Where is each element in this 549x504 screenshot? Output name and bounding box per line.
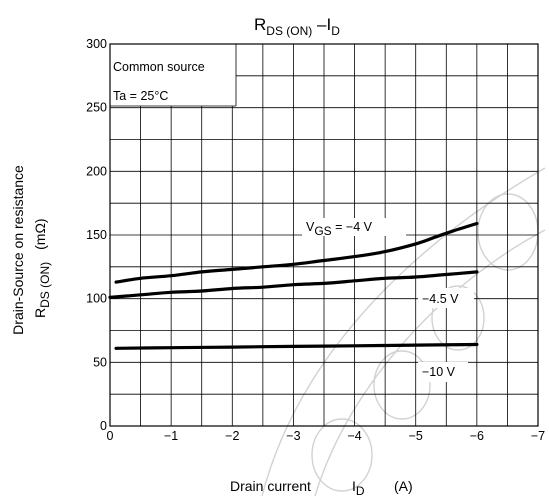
x-axis-ticks: 0 −1 −2 −3 −4 −5 −6 −7 xyxy=(107,429,546,443)
y-tick-label: 250 xyxy=(86,101,107,115)
curve-labels: VGS = −4 V −4.5 V −10 V xyxy=(302,218,474,382)
x-tick-label: −1 xyxy=(164,429,178,443)
chart-title: RDS (ON) –ID xyxy=(254,15,340,38)
x-tick-label: −2 xyxy=(225,429,239,443)
y-axis-ticks: 0 50 100 150 200 250 300 xyxy=(86,37,107,433)
chart-title-sub2: D xyxy=(331,24,340,38)
note-common-source: Common source xyxy=(113,60,205,74)
x-tick-label: −5 xyxy=(409,429,423,443)
note-box: Common source Ta = 25°C xyxy=(110,44,237,107)
label-bg-10v xyxy=(418,362,468,382)
x-tick-label: −3 xyxy=(286,429,300,443)
series-layer xyxy=(108,221,479,350)
y-tick-label: 150 xyxy=(86,228,107,242)
x-axis-label-unit: (A) xyxy=(394,478,413,494)
x-tick-label: −6 xyxy=(470,429,484,443)
y-axis-label-line1: Drain-Source on resistance xyxy=(10,165,26,335)
series-curve-3 xyxy=(114,342,479,350)
curve-label-vgs-4v-sub: GS xyxy=(314,224,331,238)
series-curve-2 xyxy=(108,270,479,299)
watermark-letter-r xyxy=(311,418,373,492)
y-tick-label: 200 xyxy=(86,164,107,178)
y-tick-label: 100 xyxy=(86,292,107,306)
note-temperature: Ta = 25°C xyxy=(113,89,168,103)
y-axis-label-line2: RDS (ON) (mΩ) xyxy=(32,218,52,318)
y-tick-label: 50 xyxy=(93,355,107,369)
x-axis-label-text: Drain current xyxy=(230,478,311,494)
y-axis-label: Drain-Source on resistance RDS (ON) (mΩ) xyxy=(10,165,52,335)
x-tick-label: 0 xyxy=(107,429,114,443)
chart-title-dash: –I xyxy=(312,15,331,34)
watermark-letter-o xyxy=(477,193,539,271)
curve-label-4-5v: −4.5 V xyxy=(422,292,459,306)
x-axis-label: Drain current ID (A) xyxy=(230,478,413,498)
watermark-arc-outer xyxy=(261,167,546,497)
y-axis-label-line2-sub: DS (ON) xyxy=(38,262,52,308)
watermark-letter-c xyxy=(431,285,485,351)
curve-label-vgs-4v-rest: = −4 V xyxy=(332,220,373,234)
label-bg-vgs-4 xyxy=(302,218,406,236)
chart-title-main: R xyxy=(254,15,266,34)
y-axis-label-line2-main: R xyxy=(32,308,48,318)
curve-label-vgs-4v: VGS = −4 V xyxy=(306,220,373,238)
y-axis-label-line2-unit: (mΩ) xyxy=(32,218,48,249)
plot-frame xyxy=(109,43,539,427)
series-curve-1 xyxy=(114,221,479,284)
x-axis-label-symbol-main: I xyxy=(352,478,356,494)
chart-title-sub1: DS (ON) xyxy=(266,24,312,38)
y-tick-label: 0 xyxy=(100,419,107,433)
x-tick-label: −4 xyxy=(347,429,361,443)
x-axis-label-symbol: ID xyxy=(352,478,365,498)
watermark-logo xyxy=(261,167,546,497)
x-axis-label-symbol-sub: D xyxy=(356,484,365,498)
y-tick-label: 300 xyxy=(86,37,107,51)
watermark-letter-e xyxy=(373,350,431,420)
curve-label-10v: −10 V xyxy=(422,365,456,379)
watermark-arc-inner xyxy=(314,229,546,497)
label-bg-4-5v xyxy=(418,288,474,308)
x-tick-label: −7 xyxy=(531,429,545,443)
curve-label-vgs-4v-main: V xyxy=(306,220,315,234)
